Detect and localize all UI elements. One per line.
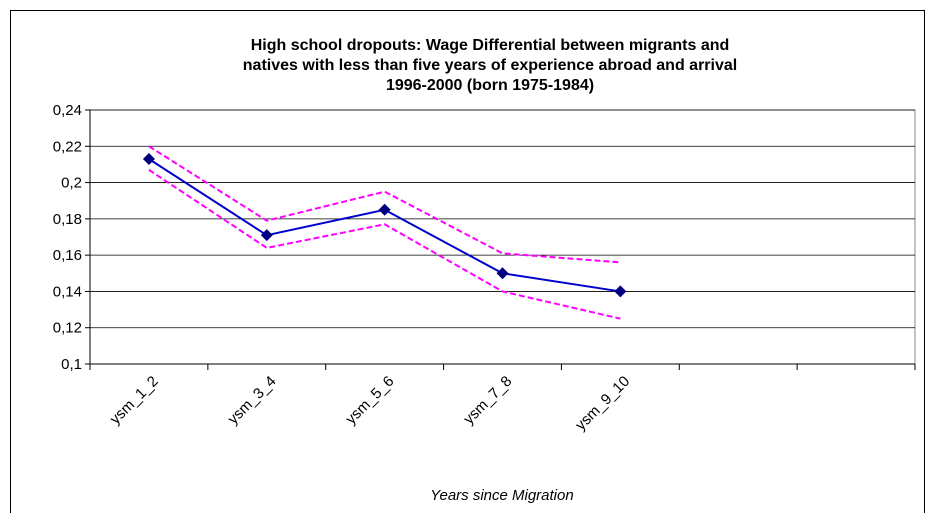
y-tick-label: 0,24 (53, 102, 82, 119)
data-point (378, 203, 391, 216)
y-tick-label: 0,14 (53, 283, 82, 300)
data-point (142, 152, 155, 165)
series-line (148, 145, 621, 264)
y-tick-label: 0,22 (53, 138, 82, 155)
series-line (148, 169, 621, 320)
y-tick-label: 0,1 (61, 356, 82, 373)
chart-border (10, 10, 925, 513)
y-tick-label: 0,12 (53, 320, 82, 337)
y-tick-label: 0,18 (53, 211, 82, 228)
x-axis-label: Years since Migration (430, 487, 573, 504)
chart-title: High school dropouts: Wage Differential … (251, 37, 730, 54)
chart-title: natives with less than five years of exp… (243, 57, 737, 74)
data-point (614, 285, 627, 298)
data-point (260, 229, 273, 242)
chart-title: 1996-2000 (born 1975-1984) (386, 77, 594, 94)
y-tick-label: 0,2 (61, 175, 82, 192)
y-tick-label: 0,16 (53, 247, 82, 264)
data-point (496, 267, 509, 280)
